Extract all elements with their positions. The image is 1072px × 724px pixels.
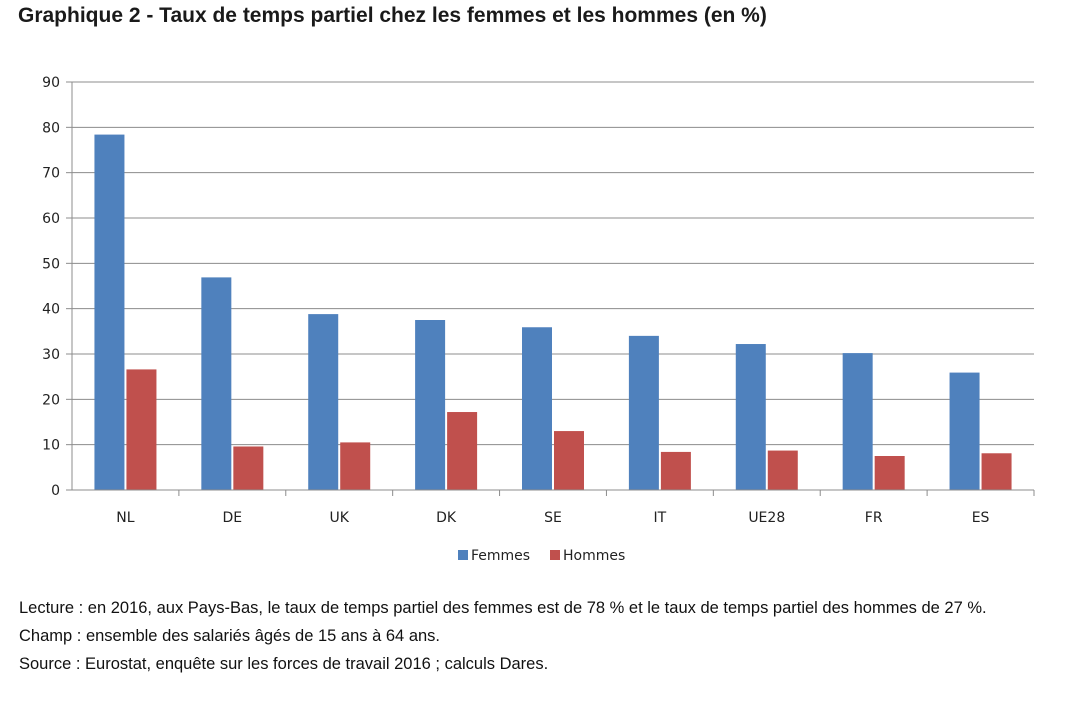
bar-femmes-ue28 bbox=[735, 344, 766, 490]
x-tick-label: UK bbox=[330, 510, 350, 526]
bar-hommes-es bbox=[981, 453, 1012, 490]
y-tick-label: 30 bbox=[42, 347, 60, 363]
bars bbox=[94, 134, 1012, 490]
bar-hommes-ue28 bbox=[767, 450, 798, 490]
axes bbox=[71, 82, 1035, 496]
bar-hommes-fr bbox=[874, 456, 905, 490]
x-tick-label: UE28 bbox=[748, 510, 785, 526]
bar-hommes-se bbox=[554, 431, 584, 490]
note-lecture: Lecture : en 2016, aux Pays-Bas, le taux… bbox=[19, 599, 987, 617]
y-axis-ticks: 0 10 20 30 40 50 60 70 80 90 bbox=[42, 75, 72, 499]
bar-hommes-nl bbox=[126, 369, 157, 490]
y-tick-label: 40 bbox=[42, 302, 60, 318]
x-tick-label: FR bbox=[865, 510, 883, 526]
y-tick-label: 60 bbox=[42, 211, 60, 227]
bar-hommes-uk bbox=[340, 442, 371, 490]
x-tick-label: NL bbox=[116, 510, 134, 526]
bar-femmes-de bbox=[201, 277, 232, 490]
y-tick-label: 20 bbox=[42, 392, 60, 408]
y-tick-label: 80 bbox=[42, 120, 60, 136]
y-tick-label: 70 bbox=[42, 166, 60, 182]
legend-label-femmes: Femmes bbox=[471, 548, 530, 564]
bar-femmes-fr bbox=[842, 353, 873, 490]
bar-femmes-it bbox=[628, 335, 659, 490]
gridlines bbox=[72, 81, 1034, 446]
y-tick-label: 50 bbox=[42, 256, 60, 272]
x-tick-label: DE bbox=[223, 510, 243, 526]
note-champ: Champ : ensemble des salariés âgés de 15… bbox=[19, 627, 441, 645]
bar-femmes-dk bbox=[415, 320, 446, 490]
bar-femmes-uk bbox=[308, 314, 339, 490]
bar-hommes-dk bbox=[447, 412, 478, 490]
bar-femmes-se bbox=[522, 327, 552, 490]
legend-swatch-femmes bbox=[458, 550, 468, 560]
chart-title: Graphique 2 - Taux de temps partiel chez… bbox=[18, 4, 767, 27]
x-tick-label: DK bbox=[436, 510, 457, 526]
bar-femmes-nl bbox=[94, 134, 125, 490]
legend-label-hommes: Hommes bbox=[563, 548, 625, 564]
y-tick-label: 0 bbox=[51, 483, 60, 499]
bar-femmes-es bbox=[949, 372, 980, 490]
x-tick-label: ES bbox=[972, 510, 990, 526]
note-source: Source : Eurostat, enquête sur les force… bbox=[19, 655, 549, 673]
bar-hommes-de bbox=[233, 446, 264, 490]
legend: Femmes Hommes bbox=[458, 548, 625, 564]
bar-chart: 0 10 20 30 40 50 60 70 80 90 NL DE UK DK SE IT UE28 FR ES… bbox=[42, 75, 1035, 564]
x-tick-label: IT bbox=[654, 510, 667, 526]
chart-notes: Lecture : en 2016, aux Pays-Bas, le taux… bbox=[19, 594, 1064, 678]
y-tick-label: 90 bbox=[42, 75, 60, 91]
legend-swatch-hommes bbox=[550, 550, 560, 560]
x-tick-label: SE bbox=[544, 510, 562, 526]
x-axis-labels: NL DE UK DK SE IT UE28 FR ES bbox=[116, 510, 989, 526]
bar-hommes-it bbox=[660, 451, 691, 490]
y-tick-label: 10 bbox=[42, 438, 60, 454]
